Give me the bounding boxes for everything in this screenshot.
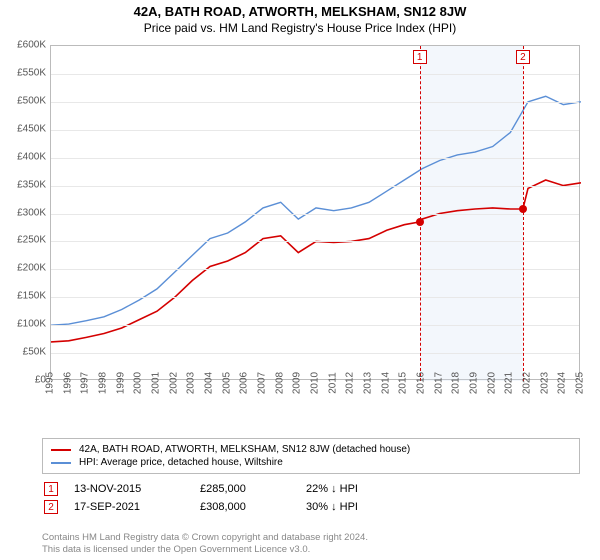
y-gridline — [51, 325, 579, 326]
sale-marker-box: 1 — [413, 50, 427, 64]
chart-area: 12 £0£50K£100K£150K£200K£250K£300K£350K£… — [50, 45, 580, 400]
sale-row-marker: 1 — [44, 482, 58, 496]
legend-row: 42A, BATH ROAD, ATWORTH, MELKSHAM, SN12 … — [51, 443, 571, 456]
y-tick-label: £150K — [17, 291, 46, 302]
sale-marker-line — [523, 46, 524, 381]
legend-area: 42A, BATH ROAD, ATWORTH, MELKSHAM, SN12 … — [42, 438, 580, 516]
x-tick-label: 2015 — [398, 372, 409, 394]
y-tick-label: £300K — [17, 207, 46, 218]
x-tick-label: 2001 — [151, 372, 162, 394]
sales-rows: 1 13-NOV-2015 £285,000 22% ↓ HPI 2 17-SEP-202… — [42, 480, 580, 516]
y-tick-label: £400K — [17, 151, 46, 162]
legend-box: 42A, BATH ROAD, ATWORTH, MELKSHAM, SN12 … — [42, 438, 580, 474]
x-tick-label: 1999 — [115, 372, 126, 394]
footer-line-2: This data is licensed under the Open Gov… — [42, 544, 368, 556]
chart-subtitle: Price paid vs. HM Land Registry's House … — [0, 19, 600, 35]
x-tick-label: 2021 — [504, 372, 515, 394]
y-tick-label: £250K — [17, 235, 46, 246]
sale-row-delta: 30% ↓ HPI — [306, 501, 396, 513]
x-tick-label: 2009 — [292, 372, 303, 394]
y-tick-label: £50K — [23, 347, 46, 358]
series-property — [51, 180, 581, 342]
x-tick-label: 2020 — [486, 372, 497, 394]
y-tick-label: £200K — [17, 263, 46, 274]
x-tick-label: 2008 — [274, 372, 285, 394]
x-tick-label: 2004 — [204, 372, 215, 394]
x-tick-label: 2013 — [363, 372, 374, 394]
sale-marker-line — [420, 46, 421, 381]
x-tick-label: 2010 — [310, 372, 321, 394]
y-tick-label: £500K — [17, 95, 46, 106]
plot-region: 12 — [50, 45, 580, 380]
y-tick-label: £350K — [17, 179, 46, 190]
chart-title: 42A, BATH ROAD, ATWORTH, MELKSHAM, SN12 … — [0, 0, 600, 19]
sale-row-price: £308,000 — [200, 501, 290, 513]
x-tick-label: 2022 — [522, 372, 533, 394]
y-tick-label: £550K — [17, 67, 46, 78]
x-tick-label: 2005 — [221, 372, 232, 394]
legend-label: 42A, BATH ROAD, ATWORTH, MELKSHAM, SN12 … — [79, 444, 410, 455]
x-tick-label: 2024 — [557, 372, 568, 394]
x-tick-label: 1998 — [98, 372, 109, 394]
x-tick-label: 2012 — [345, 372, 356, 394]
x-tick-label: 2002 — [168, 372, 179, 394]
x-tick-label: 2017 — [433, 372, 444, 394]
legend-row: HPI: Average price, detached house, Wilt… — [51, 456, 571, 469]
sale-row: 1 13-NOV-2015 £285,000 22% ↓ HPI — [42, 480, 580, 498]
y-gridline — [51, 130, 579, 131]
x-tick-label: 2018 — [451, 372, 462, 394]
sale-point-dot — [416, 218, 424, 226]
legend-label: HPI: Average price, detached house, Wilt… — [79, 457, 283, 468]
y-gridline — [51, 102, 579, 103]
x-tick-label: 2025 — [575, 372, 586, 394]
x-tick-label: 2023 — [539, 372, 550, 394]
x-tick-label: 2007 — [257, 372, 268, 394]
sale-row: 2 17-SEP-2021 £308,000 30% ↓ HPI — [42, 498, 580, 516]
sale-row-delta: 22% ↓ HPI — [306, 483, 396, 495]
x-tick-label: 1996 — [62, 372, 73, 394]
x-tick-label: 2006 — [239, 372, 250, 394]
footer-line-1: Contains HM Land Registry data © Crown c… — [42, 532, 368, 544]
x-tick-label: 1995 — [45, 372, 56, 394]
x-tick-label: 2000 — [133, 372, 144, 394]
y-tick-label: £450K — [17, 123, 46, 134]
sale-point-dot — [519, 205, 527, 213]
legend-swatch — [51, 449, 71, 451]
y-gridline — [51, 158, 579, 159]
sale-row-date: 13-NOV-2015 — [74, 483, 184, 495]
y-gridline — [51, 269, 579, 270]
y-gridline — [51, 241, 579, 242]
chart-container: 42A, BATH ROAD, ATWORTH, MELKSHAM, SN12 … — [0, 0, 600, 560]
y-gridline — [51, 353, 579, 354]
y-gridline — [51, 214, 579, 215]
x-tick-label: 1997 — [80, 372, 91, 394]
footer-attribution: Contains HM Land Registry data © Crown c… — [42, 532, 368, 556]
x-tick-label: 2003 — [186, 372, 197, 394]
sale-row-marker: 2 — [44, 500, 58, 514]
x-tick-label: 2019 — [469, 372, 480, 394]
sale-row-price: £285,000 — [200, 483, 290, 495]
sale-marker-box: 2 — [516, 50, 530, 64]
y-tick-label: £100K — [17, 319, 46, 330]
legend-swatch — [51, 462, 71, 464]
sale-row-date: 17-SEP-2021 — [74, 501, 184, 513]
y-gridline — [51, 297, 579, 298]
y-gridline — [51, 74, 579, 75]
y-gridline — [51, 186, 579, 187]
x-tick-label: 2014 — [380, 372, 391, 394]
x-tick-label: 2011 — [327, 372, 338, 394]
x-tick-label: 2016 — [416, 372, 427, 394]
y-tick-label: £600K — [17, 40, 46, 51]
